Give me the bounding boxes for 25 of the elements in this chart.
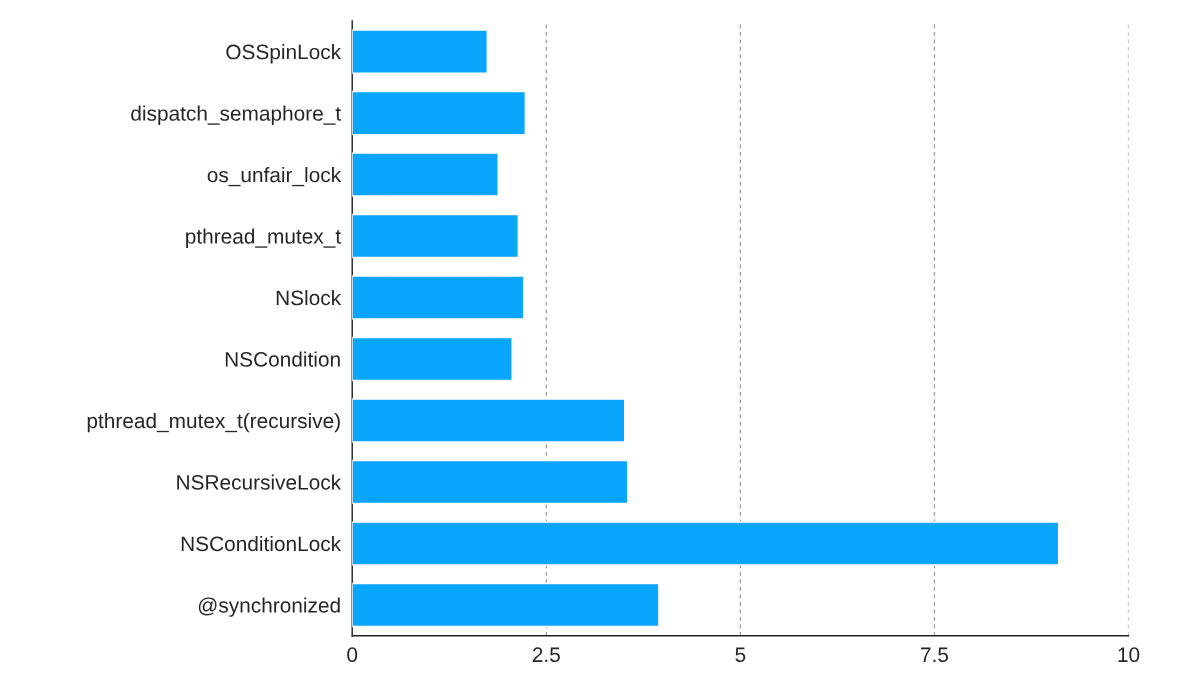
y-tick-label: NSConditionLock [181, 535, 342, 552]
y-tick-label: NSRecursiveLock [177, 474, 342, 490]
y-tick-label: dispatch_semaphore_t [131, 105, 341, 125]
bar [352, 582, 660, 628]
x-tick-label: 7.5 [921, 647, 949, 663]
bar [352, 398, 626, 443]
x-tick-label: 2.5 [532, 647, 560, 663]
y-tick-label: @synchronized [198, 597, 340, 617]
y-tick-label: os_unfair_lock [207, 166, 342, 187]
y-tick-label: pthread_mutex_t [186, 228, 341, 248]
bar [352, 521, 1060, 566]
bar [352, 275, 525, 320]
y-tick-label: pthread_mutex_t(recursive) [87, 412, 340, 433]
bar [352, 459, 629, 505]
x-tick-label: 0 [347, 647, 358, 663]
bar [352, 336, 513, 382]
bar [352, 213, 520, 259]
bar [352, 29, 488, 74]
x-tick-label: 5 [735, 647, 746, 663]
bar [352, 90, 527, 136]
y-tick-label: NSCondition [225, 351, 340, 367]
y-tick-label: NSlock [276, 289, 342, 306]
x-tick-label: 10 [1118, 647, 1140, 663]
bar [352, 152, 499, 197]
y-tick-label: OSSpinLock [226, 44, 342, 64]
